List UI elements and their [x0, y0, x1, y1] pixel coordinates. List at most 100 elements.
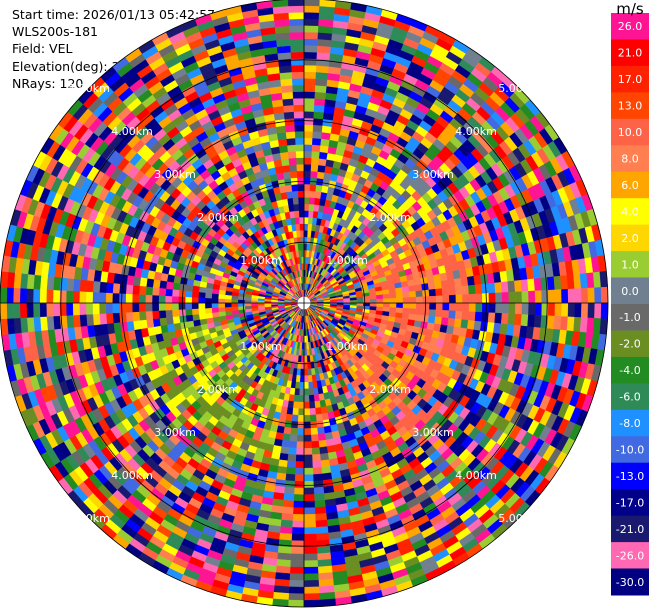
- velocity-gate: [299, 368, 305, 376]
- velocity-gate: [303, 157, 312, 165]
- velocity-gate: [290, 421, 299, 429]
- velocity-gate: [414, 284, 423, 292]
- velocity-gate: [72, 290, 80, 304]
- velocity-gate: [481, 302, 490, 313]
- velocity-gate: [376, 298, 384, 304]
- ray-count: NRays: 120: [12, 75, 84, 91]
- velocity-gate: [296, 441, 305, 449]
- velocity-gate: [448, 294, 457, 304]
- velocity-gate: [26, 302, 34, 318]
- velocity-gate: [146, 318, 155, 329]
- velocity-gate: [105, 282, 114, 294]
- velocity-gate: [356, 299, 364, 304]
- velocity-gate: [145, 286, 154, 296]
- velocity-gate: [85, 291, 94, 304]
- velocity-gate: [65, 302, 74, 316]
- velocity-gate: [600, 286, 609, 304]
- velocity-gate: [316, 51, 331, 61]
- velocity-gate: [315, 184, 323, 193]
- velocity-gate: [320, 138, 331, 147]
- velocity-gate: [495, 292, 503, 304]
- velocity-gate: [303, 500, 315, 509]
- velocity-gate: [594, 287, 602, 304]
- velocity-gate: [32, 288, 41, 304]
- velocity-gate: [594, 302, 602, 319]
- velocity-gate: [98, 302, 107, 314]
- velocity-gate: [303, 428, 312, 436]
- velocity-gate: [307, 368, 312, 376]
- velocity-gate: [12, 302, 21, 319]
- velocity-gate: [303, 18, 320, 27]
- velocity-gate: [303, 71, 317, 79]
- velocity-gate: [293, 394, 300, 403]
- velocity-gate: [138, 302, 146, 312]
- velocity-gate: [105, 312, 114, 324]
- velocity-gate: [560, 275, 569, 290]
- velocity-gate: [376, 302, 384, 308]
- velocity-gate: [316, 545, 331, 555]
- velocity-gate: [514, 279, 523, 293]
- velocity-gate: [308, 197, 316, 205]
- velocity-gate: [310, 164, 319, 172]
- velocity-gate: [294, 467, 305, 476]
- velocity-gate: [314, 91, 327, 100]
- velocity-gate: [309, 414, 317, 423]
- velocity-gate: [303, 91, 316, 99]
- velocity-gate: [303, 533, 317, 542]
- velocity-gate: [312, 473, 323, 482]
- instrument-name: WLS200s-181: [12, 24, 98, 40]
- start-time: Start time: 2026/01/13 05:42:57: [12, 7, 216, 22]
- velocity-gate: [198, 307, 206, 315]
- velocity-gate: [560, 316, 569, 331]
- velocity-gate: [303, 553, 318, 561]
- velocity-gate: [317, 164, 326, 173]
- velocity-gate: [303, 190, 311, 198]
- velocity-gate: [448, 310, 457, 320]
- velocity-gate: [303, 408, 311, 416]
- velocity-gate: [303, 395, 310, 403]
- velocity-gate: [152, 278, 161, 289]
- velocity-gate: [158, 287, 167, 296]
- velocity-gate: [310, 434, 319, 442]
- velocity-gate: [99, 281, 108, 293]
- velocity-gate: [287, 599, 305, 608]
- velocity-gate: [369, 298, 377, 304]
- velocity-gate: [567, 288, 576, 304]
- velocity-gate: [19, 287, 28, 304]
- velocity-gate: [311, 144, 321, 153]
- velocity-gate: [303, 527, 317, 535]
- velocity-gate: [244, 302, 252, 307]
- velocity-gate: [306, 355, 311, 363]
- velocity-gate: [303, 421, 311, 429]
- velocity-gate: [315, 526, 329, 535]
- velocity-gate: [309, 177, 318, 185]
- velocity-gate: [428, 288, 437, 297]
- velocity-gate: [520, 314, 529, 327]
- velocity-gate: [26, 288, 34, 304]
- velocity-gate: [461, 285, 470, 295]
- velocity-gate: [217, 306, 226, 313]
- velocity-gate: [308, 203, 315, 212]
- velocity-gate: [303, 375, 309, 383]
- velocity-gate: [461, 311, 470, 321]
- velocity-gate: [164, 302, 173, 311]
- velocity-gate: [39, 316, 48, 331]
- velocity-gate: [320, 459, 331, 468]
- velocity-gate: [138, 285, 147, 295]
- velocity-gate: [317, 559, 332, 568]
- velocity-gate: [303, 177, 311, 185]
- velocity-gate: [402, 291, 410, 299]
- velocity-gate: [308, 394, 315, 403]
- velocity-gate: [462, 302, 470, 312]
- velocity-gate: [440, 317, 449, 326]
- velocity-gate: [165, 309, 173, 318]
- velocity-gate: [278, 532, 293, 541]
- velocity-gate: [319, 452, 330, 461]
- velocity-gate: [315, 78, 328, 87]
- velocity-gate: [303, 573, 319, 581]
- velocity-gate: [553, 275, 562, 291]
- velocity-gate: [319, 0, 337, 8]
- velocity-gate: [428, 309, 437, 318]
- velocity-gate: [152, 317, 161, 328]
- velocity-gate: [285, 473, 296, 482]
